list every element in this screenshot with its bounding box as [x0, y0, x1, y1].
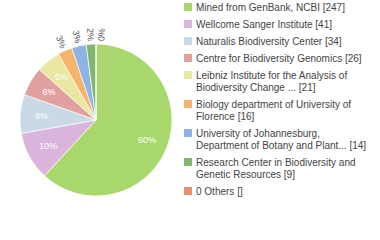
legend-label-line: 0 Others []: [196, 186, 243, 197]
legend-swatch: [184, 129, 192, 137]
legend-label-line: Florence [16]: [196, 111, 255, 122]
legend-swatch: [184, 187, 192, 195]
data-labels: 60%10%8%6%5%3%3%2%0%: [35, 28, 156, 151]
legend-swatch: [184, 54, 192, 62]
pie-slice: [96, 44, 97, 120]
legend-label: Centre for Biodiversity Genomics [26]: [196, 53, 362, 64]
legend-label-line: Wellcome Sanger Institute [41]: [196, 19, 332, 30]
data-label: 5%: [55, 72, 68, 82]
legend-swatch: [184, 20, 192, 28]
legend-label-line: Mined from GenBank, NCBI [247]: [196, 2, 345, 13]
data-label: 60%: [138, 135, 156, 145]
legend-swatch: [184, 158, 192, 166]
legend-label: 0 Others []: [196, 186, 243, 197]
legend-label-line: Department of Botany and Plant... [14]: [196, 140, 366, 151]
legend-label: Mined from GenBank, NCBI [247]: [196, 2, 345, 13]
data-label: 6%: [42, 87, 55, 97]
chart-container: 60%10%8%6%5%3%3%2%0%Mined from GenBank, …: [0, 0, 380, 240]
legend-swatch: [184, 3, 192, 11]
legend-swatch: [184, 100, 192, 108]
legend-label: Naturalis Biodiversity Center [34]: [196, 36, 342, 47]
legend-label: Wellcome Sanger Institute [41]: [196, 19, 332, 30]
data-label: 3%: [54, 34, 68, 50]
data-label: 10%: [39, 141, 57, 151]
legend-label: Biology department of University ofFlore…: [196, 99, 351, 122]
pie-slice: [86, 44, 96, 120]
pie-chart: 60%10%8%6%5%3%3%2%0%Mined from GenBank, …: [0, 0, 380, 240]
legend-label: Leibniz Institute for the Analysis ofBio…: [196, 70, 347, 93]
legend-label-line: University of Johannesburg,: [196, 128, 320, 139]
legend-label-line: Biodiversity Change ... [21]: [196, 82, 316, 93]
legend-label-line: Centre for Biodiversity Genomics [26]: [196, 53, 362, 64]
legend-label-line: Genetic Resources [9]: [196, 169, 295, 180]
data-label: 3%: [70, 29, 83, 44]
legend-label: Research Center in Biodiversity andGenet…: [196, 157, 356, 180]
data-label: 0%: [96, 28, 107, 42]
pie-slice: [72, 45, 96, 120]
legend-label-line: Research Center in Biodiversity and: [196, 157, 356, 168]
legend-label-line: Leibniz Institute for the Analysis of: [196, 70, 347, 81]
data-label: 8%: [35, 111, 48, 121]
legend-label-line: Biology department of University of: [196, 99, 351, 110]
legend: Mined from GenBank, NCBI [247] Wellcome S…: [184, 2, 366, 197]
legend-swatch: [184, 37, 192, 45]
legend-label-line: Naturalis Biodiversity Center [34]: [196, 36, 342, 47]
legend-label: University of Johannesburg,Department of…: [196, 128, 366, 151]
legend-swatch: [184, 71, 192, 79]
pie: [20, 44, 172, 196]
data-label: 2%: [85, 28, 96, 42]
